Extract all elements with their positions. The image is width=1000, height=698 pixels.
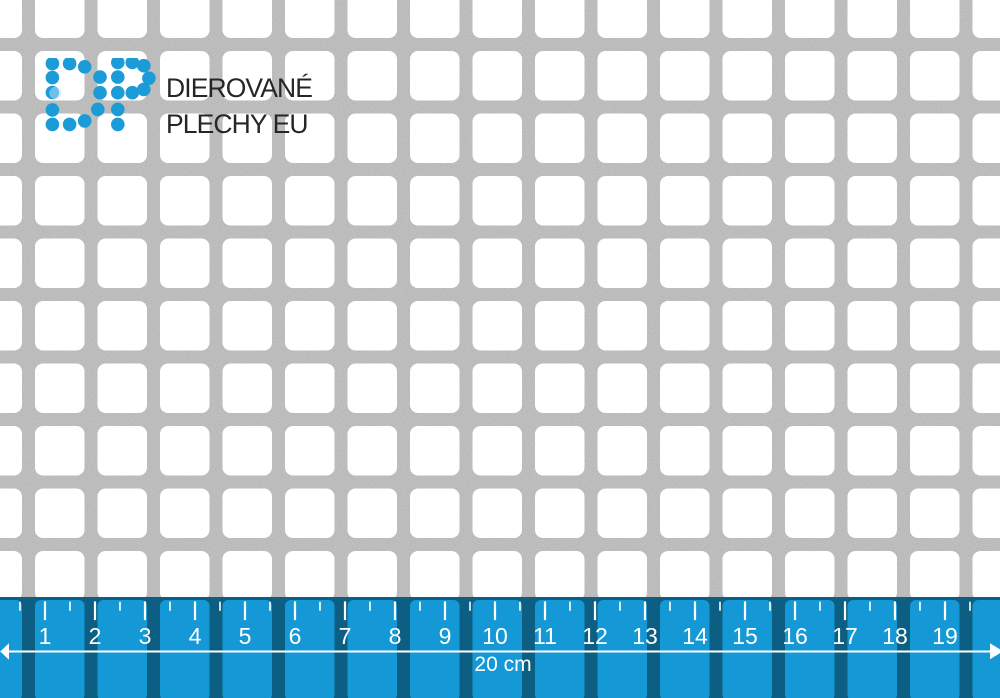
svg-text:6: 6 [289, 623, 302, 649]
svg-text:17: 17 [832, 623, 858, 649]
svg-text:12: 12 [582, 623, 608, 649]
svg-text:10: 10 [482, 623, 508, 649]
svg-text:2: 2 [89, 623, 102, 649]
svg-text:4: 4 [189, 623, 202, 649]
svg-text:14: 14 [682, 623, 708, 649]
svg-text:3: 3 [139, 623, 152, 649]
svg-text:15: 15 [732, 623, 758, 649]
svg-text:11: 11 [533, 623, 557, 649]
svg-text:7: 7 [339, 623, 352, 649]
svg-text:1: 1 [39, 623, 52, 649]
svg-text:16: 16 [782, 623, 808, 649]
svg-text:13: 13 [632, 623, 658, 649]
svg-text:19: 19 [932, 623, 958, 649]
svg-text:5: 5 [239, 623, 252, 649]
svg-text:9: 9 [439, 623, 452, 649]
svg-text:20 cm: 20 cm [474, 653, 531, 676]
svg-text:18: 18 [882, 623, 908, 649]
svg-text:8: 8 [389, 623, 402, 649]
